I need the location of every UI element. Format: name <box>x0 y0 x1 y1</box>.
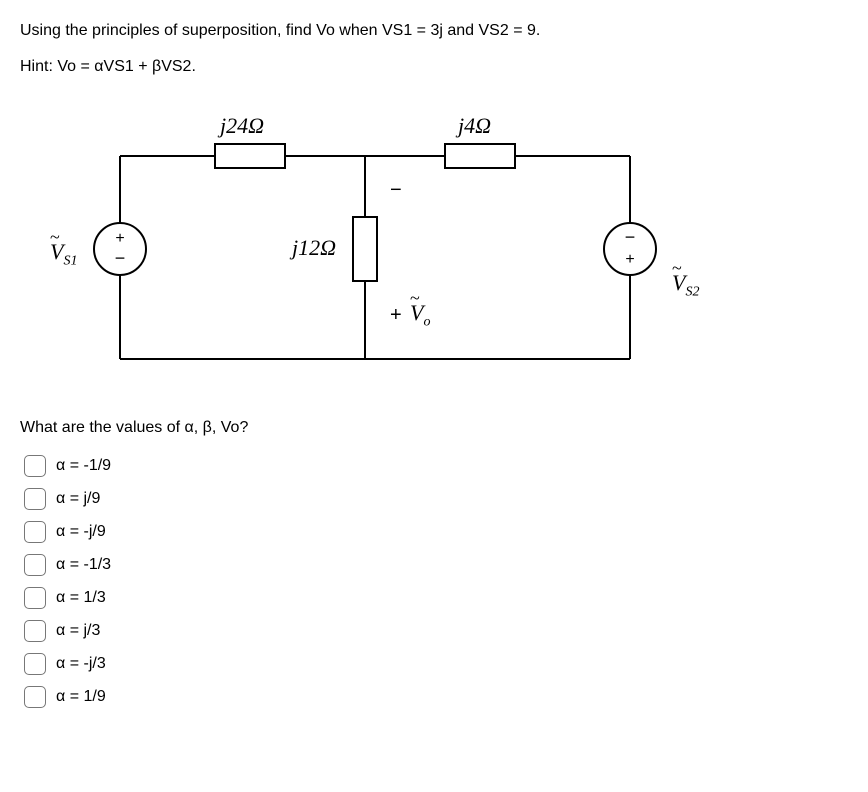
checkbox[interactable] <box>24 686 46 708</box>
problem-line-2: Hint: Vo = αVS1 + βVS2. <box>20 54 848 80</box>
option-row[interactable]: α = 1/3 <box>20 587 848 609</box>
vo-plus: + <box>390 304 402 327</box>
checkbox[interactable] <box>24 521 46 543</box>
label-vs2: VS2 <box>672 270 868 300</box>
checkbox[interactable] <box>24 587 46 609</box>
question-text: What are the values of α, β, Vo? <box>20 419 848 437</box>
option-label: α = 1/3 <box>56 589 106 607</box>
option-row[interactable]: α = -j/9 <box>20 521 848 543</box>
option-row[interactable]: α = j/9 <box>20 488 848 510</box>
option-label: α = 1/9 <box>56 688 106 706</box>
option-label: α = -j/3 <box>56 655 106 673</box>
problem-line-1: Using the principles of superposition, f… <box>20 18 848 44</box>
option-row[interactable]: α = -1/3 <box>20 554 848 576</box>
option-label: α = j/3 <box>56 622 100 640</box>
checkbox[interactable] <box>24 620 46 642</box>
label-vo: Vo <box>410 300 868 330</box>
option-row[interactable]: α = -1/9 <box>20 455 848 477</box>
option-row[interactable]: α = j/3 <box>20 620 848 642</box>
option-label: α = -1/3 <box>56 556 111 574</box>
option-label: α = -j/9 <box>56 523 106 541</box>
vo-minus: − <box>390 179 402 202</box>
checkbox[interactable] <box>24 554 46 576</box>
checkbox[interactable] <box>24 488 46 510</box>
option-row[interactable]: α = -j/3 <box>20 653 848 675</box>
circuit-diagram: + − − + j24Ω j4Ω j12Ω VS1 VS2 Vo − + <box>20 99 760 389</box>
option-row[interactable]: α = 1/9 <box>20 686 848 708</box>
checkbox[interactable] <box>24 653 46 675</box>
options-list: α = -1/9 α = j/9 α = -j/9 α = -1/3 α = 1… <box>20 455 848 708</box>
option-label: α = j/9 <box>56 490 100 508</box>
option-label: α = -1/9 <box>56 457 111 475</box>
label-j4: j4Ω <box>458 113 491 139</box>
checkbox[interactable] <box>24 455 46 477</box>
label-j24: j24Ω <box>220 113 264 139</box>
